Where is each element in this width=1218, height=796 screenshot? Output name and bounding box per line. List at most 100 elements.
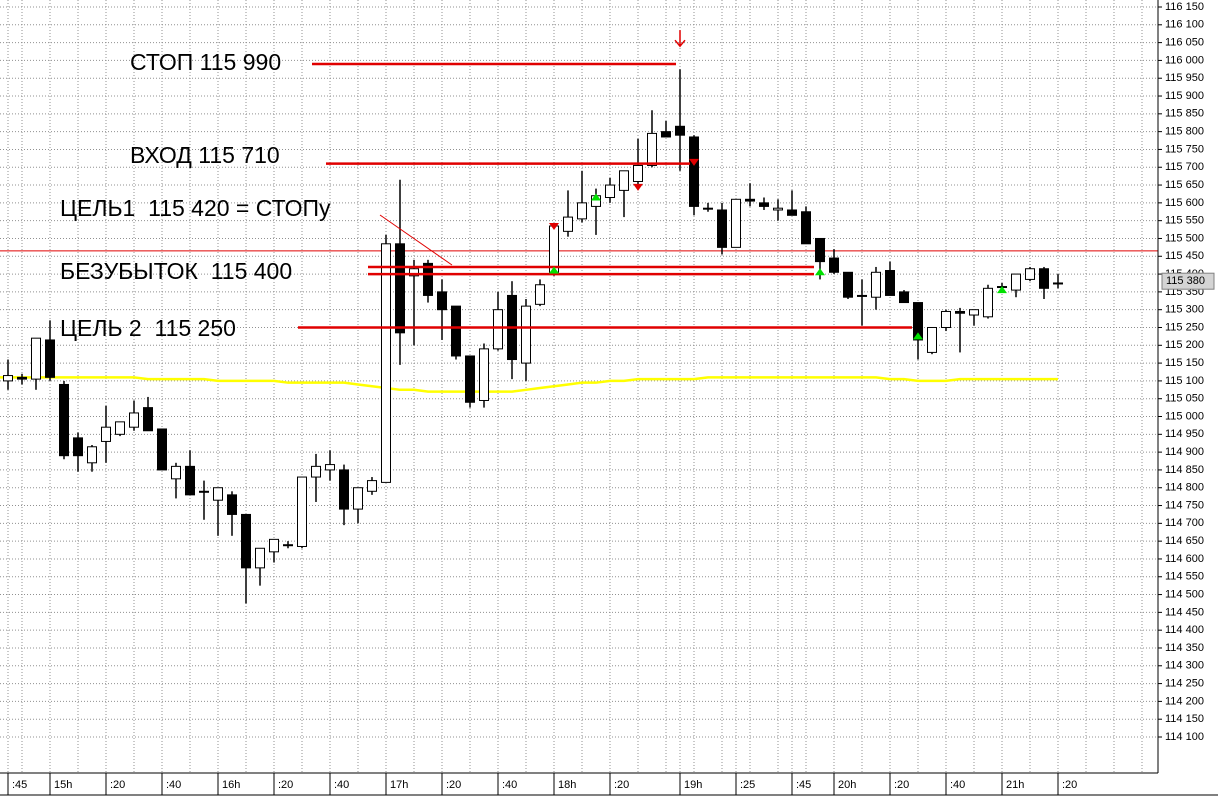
candle-body [199,490,209,493]
candle-body [983,287,993,318]
candle-body [717,209,727,248]
y-tick-label: 115 200 [1165,339,1204,351]
candle-body [815,237,825,263]
candle-body [969,309,979,316]
candle-body [171,465,181,480]
candle-body [843,271,853,298]
candle-body [1025,268,1035,280]
x-tick-label: 18h [558,779,576,791]
candle-body [311,465,321,478]
y-tick-label: 115 900 [1165,90,1204,102]
level-label: ЦЕЛЬ1 115 420 = СТОПу [60,195,331,221]
candle-body [297,476,307,547]
y-tick-label: 115 000 [1165,410,1204,422]
candle-body [479,348,489,401]
x-tick-label: 20h [838,779,856,791]
candle-body [605,184,615,199]
x-tick-label: :40 [334,779,349,791]
candle-body [157,428,167,471]
candle-body [899,291,909,304]
x-tick-label: 19h [684,779,702,791]
buy-signal [997,286,1007,294]
candle-body [549,225,559,273]
y-tick-label: 114 400 [1165,624,1204,636]
y-tick-label: 114 250 [1165,677,1204,689]
candle-body [745,198,755,202]
stop-arrow [674,30,686,48]
candle-body [1011,273,1021,291]
candle-body [59,383,69,457]
y-tick-label: 115 950 [1165,72,1204,84]
moving-average [0,376,1058,393]
y-tick-label: 114 700 [1165,517,1204,529]
candle-body [955,310,965,314]
candle-body [493,309,503,350]
candle-body [437,291,447,311]
x-tick-label: :20 [614,779,629,791]
x-tick-label: :45 [796,779,811,791]
candle-body [689,136,699,207]
candle-body [423,262,433,296]
y-tick-label: 115 850 [1165,108,1204,120]
candle-body [773,207,783,211]
buy-signal [549,266,559,274]
candle-body [675,125,685,136]
candle-body [87,446,97,464]
y-tick-label: 114 100 [1165,731,1204,743]
plot [0,30,1158,604]
level-pointer [379,214,453,266]
y-tick-label: 115 500 [1165,232,1204,244]
y-tick-label: 114 300 [1165,660,1204,672]
y-tick-label: 116 000 [1165,54,1204,66]
x-tick-label: :20 [1062,779,1077,791]
candle-body [325,464,335,471]
candle-body [759,202,769,207]
candle-body [185,465,195,496]
x-tick-label: :20 [894,779,909,791]
candle-body [451,305,461,357]
y-tick-label: 115 250 [1165,321,1204,333]
y-tick-label: 114 900 [1165,446,1204,458]
candle-body [283,544,293,547]
candle-body [703,207,713,210]
y-tick-label: 114 550 [1165,571,1204,583]
candle-body [101,426,111,442]
y-tick-label: 115 650 [1165,179,1204,191]
y-tick-label: 114 500 [1165,588,1204,600]
candle-body [381,243,391,483]
x-tick-label: 16h [222,779,240,791]
y-tick-label: 115 050 [1165,393,1204,405]
y-tick-label: 114 850 [1165,464,1204,476]
candle-body [941,310,951,328]
level-label: ЦЕЛЬ 2 115 250 [60,315,236,341]
buy-signal [815,268,825,276]
candle-body [857,294,867,297]
candle-body [115,421,125,435]
y-tick-label: 116 050 [1165,37,1204,49]
y-tick-label: 114 200 [1165,695,1204,707]
level-label: БЕЗУБЫТОК 115 400 [60,258,292,284]
x-tick-label: :20 [278,779,293,791]
candle-body [633,164,643,182]
candle-body [227,494,237,515]
y-tick-label: 115 700 [1165,161,1204,173]
sell-signal [633,183,643,191]
sell-signal [689,158,699,166]
candle-body [885,270,895,296]
x-tick-label: :20 [110,779,125,791]
y-tick-label: 115 300 [1165,304,1204,316]
last-price-box [1161,272,1215,290]
candle-body [647,132,657,166]
candle-body [353,487,363,510]
candle-body [787,209,797,216]
candle-body [535,284,545,305]
y-tick-label: 114 800 [1165,482,1204,494]
buy-signal [913,332,923,340]
candle-body [563,216,573,232]
candle-body [3,375,13,382]
candle-body [241,513,251,569]
x-tick-label: :40 [950,779,965,791]
candle-body [255,547,265,569]
last-price-label: 115 380 [1166,275,1205,287]
